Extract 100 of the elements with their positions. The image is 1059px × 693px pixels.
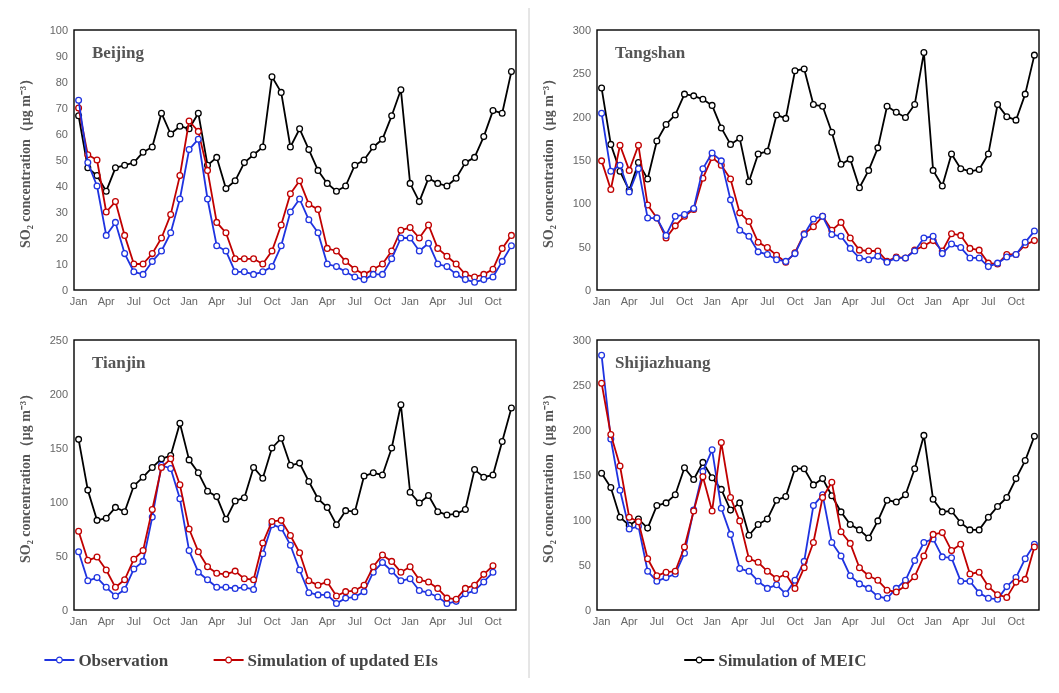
y-axis-title: SO₂ concentration（μg m⁻³） xyxy=(541,71,556,249)
y-tick-label: 50 xyxy=(55,153,68,166)
x-tick-label: Jul xyxy=(458,615,473,627)
y-axis-title: SO₂ concentration（μg m⁻³） xyxy=(541,386,556,564)
x-tick-label: Apr xyxy=(952,295,970,307)
x-tick-label: Oct xyxy=(896,615,915,627)
y-tick-label: 60 xyxy=(55,127,68,140)
x-tick-label: Jan xyxy=(703,615,721,627)
x-tick-label: Oct xyxy=(1007,615,1025,627)
x-tick-label: Jan xyxy=(180,615,198,627)
x-tick-label: Apr xyxy=(97,295,116,307)
x-tick-label: Jul xyxy=(760,615,775,627)
x-tick-label: Jul xyxy=(126,615,141,627)
x-tick-label: Apr xyxy=(620,295,639,307)
x-tick-label: Oct xyxy=(786,295,804,307)
x-tick-label: Jan xyxy=(401,615,419,627)
x-tick-label: Jan xyxy=(924,615,942,627)
x-tick-label: Oct xyxy=(675,295,694,307)
x-tick-label: Jan xyxy=(703,295,721,307)
x-tick-label: Jul xyxy=(649,295,664,307)
y-tick-label: 50 xyxy=(578,558,591,571)
x-tick-label: Oct xyxy=(1007,295,1025,307)
legend-label: Simulation of updated EIs xyxy=(247,650,439,670)
x-tick-label: Oct xyxy=(152,295,171,307)
x-tick-label: Jul xyxy=(760,295,775,307)
x-tick-label: Apr xyxy=(841,615,860,627)
x-tick-label: Jan xyxy=(180,295,198,307)
y-tick-label: 90 xyxy=(55,49,68,62)
x-tick-label: Jul xyxy=(347,295,362,307)
y-tick-label: 0 xyxy=(61,603,68,616)
x-tick-label: Jan xyxy=(813,615,832,627)
x-tick-label: Oct xyxy=(263,295,281,307)
y-tick-label: 100 xyxy=(49,495,68,508)
text: Shijiazhuang xyxy=(615,353,711,372)
x-tick-label: Oct xyxy=(896,295,915,307)
y-tick-label: 20 xyxy=(55,231,68,244)
y-tick-label: 150 xyxy=(49,441,68,454)
text: Tangshan xyxy=(615,43,686,62)
legend-label: Observation xyxy=(78,650,169,670)
y-tick-label: 30 xyxy=(55,205,68,218)
text: Beijing xyxy=(92,43,145,62)
x-tick-label: Oct xyxy=(263,615,281,627)
y-tick-label: 100 xyxy=(572,513,591,526)
y-tick-label: 0 xyxy=(584,283,591,296)
x-tick-label: Jan xyxy=(69,295,88,307)
x-tick-label: Oct xyxy=(484,295,502,307)
x-tick-label: Jul xyxy=(981,615,996,627)
y-tick-label: 250 xyxy=(49,333,68,346)
x-tick-label: Jan xyxy=(592,615,611,627)
text: Tianjin xyxy=(92,353,147,372)
y-tick-label: 0 xyxy=(61,283,68,296)
x-tick-label: Apr xyxy=(841,295,860,307)
x-tick-label: Jan xyxy=(924,295,942,307)
x-tick-label: Oct xyxy=(786,615,804,627)
y-tick-label: 200 xyxy=(49,387,68,400)
x-tick-label: Jul xyxy=(237,615,252,627)
x-tick-label: Jan xyxy=(813,295,832,307)
x-tick-label: Oct xyxy=(675,615,694,627)
x-tick-label: Jan xyxy=(592,295,611,307)
y-tick-label: 150 xyxy=(572,153,591,166)
y-tick-label: 200 xyxy=(572,423,591,436)
x-tick-label: Apr xyxy=(208,295,226,307)
x-tick-label: Apr xyxy=(429,615,447,627)
x-tick-label: Jul xyxy=(458,295,473,307)
x-tick-label: Jan xyxy=(290,295,309,307)
x-tick-label: Oct xyxy=(373,295,392,307)
x-tick-label: Oct xyxy=(152,615,171,627)
x-tick-label: Jul xyxy=(649,615,664,627)
x-tick-label: Jul xyxy=(237,295,252,307)
y-tick-label: 50 xyxy=(55,549,68,562)
x-tick-label: Jan xyxy=(290,615,309,627)
y-axis-title: SO₂ concentration（μg m⁻³） xyxy=(18,386,33,564)
y-tick-label: 200 xyxy=(572,110,591,123)
y-tick-label: 300 xyxy=(572,333,591,346)
x-tick-label: Apr xyxy=(318,295,337,307)
legend-label: Simulation of MEIC xyxy=(718,650,867,670)
x-tick-label: Jan xyxy=(69,615,88,627)
x-tick-label: Oct xyxy=(373,615,392,627)
x-tick-label: Apr xyxy=(208,615,226,627)
x-tick-label: Apr xyxy=(731,295,749,307)
y-tick-label: 100 xyxy=(49,23,68,36)
x-tick-label: Apr xyxy=(620,615,639,627)
y-tick-label: 100 xyxy=(572,197,591,210)
y-tick-label: 10 xyxy=(55,257,68,270)
y-tick-label: 250 xyxy=(572,67,591,80)
x-tick-label: Jul xyxy=(126,295,141,307)
x-tick-label: Oct xyxy=(484,615,502,627)
y-tick-label: 40 xyxy=(55,179,68,192)
y-tick-label: 80 xyxy=(55,75,68,88)
x-tick-label: Apr xyxy=(429,295,447,307)
x-tick-label: Jul xyxy=(870,295,885,307)
x-tick-label: Jul xyxy=(347,615,362,627)
y-tick-label: 300 xyxy=(572,23,591,36)
x-tick-label: Apr xyxy=(318,615,337,627)
y-tick-label: 70 xyxy=(55,101,68,114)
x-tick-label: Jul xyxy=(870,615,885,627)
y-tick-label: 250 xyxy=(572,378,591,391)
x-tick-label: Apr xyxy=(97,615,116,627)
y-axis-title: SO₂ concentration（μg m⁻³） xyxy=(18,71,33,249)
y-tick-label: 50 xyxy=(578,240,591,253)
